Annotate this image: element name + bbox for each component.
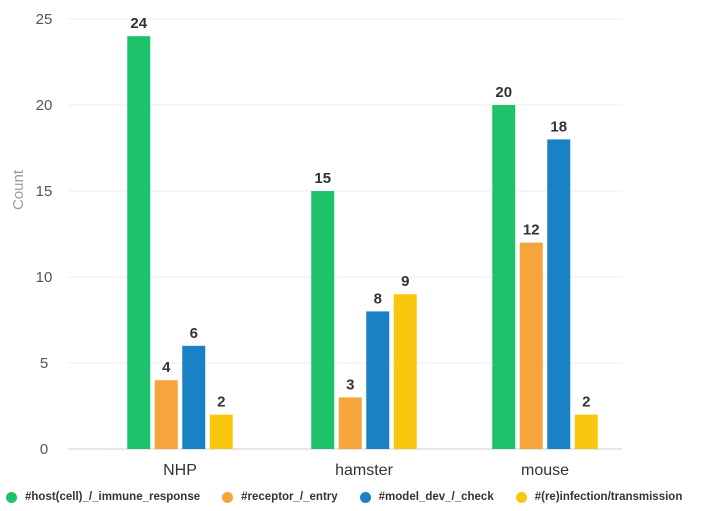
bar (127, 36, 151, 449)
bar (182, 345, 206, 449)
y-axis-label: Count (10, 169, 27, 210)
data-label: 15 (314, 170, 331, 187)
bar (574, 414, 598, 449)
y-axis-ticks: 0 5 10 15 20 25 (36, 11, 53, 458)
bar (547, 139, 571, 449)
y-tick-label: 25 (36, 11, 53, 28)
y-tick-label: 0 (40, 441, 48, 458)
data-label: 24 (130, 15, 147, 32)
legend-label: #model_dev_/_check (378, 491, 494, 503)
x-axis-categories: NHP hamster mouse (163, 462, 569, 479)
legend-item: #host(cell)_/_immune_response (6, 491, 200, 503)
y-tick-label: 15 (36, 183, 53, 200)
bar (154, 380, 178, 449)
legend-item: #receptor_/_entry (222, 491, 338, 503)
x-category-label: mouse (521, 462, 569, 479)
data-label: 6 (190, 325, 198, 342)
bar (492, 105, 516, 449)
data-label: 9 (401, 273, 409, 290)
data-label: 3 (346, 376, 354, 393)
y-tick-label: 10 (36, 269, 53, 286)
y-tick-label: 5 (40, 355, 48, 372)
data-label: 18 (550, 118, 567, 135)
legend-item: #(re)infection/transmission (515, 491, 683, 503)
legend-label: #receptor_/_entry (241, 491, 338, 503)
bar (338, 397, 362, 449)
legend-dot-icon (515, 491, 527, 503)
bar (366, 311, 390, 449)
bar (519, 242, 543, 449)
data-label: 20 (495, 84, 512, 101)
legend-label: #host(cell)_/_immune_response (25, 491, 201, 503)
legend-label: #(re)infection/transmission (534, 491, 683, 503)
bar (311, 191, 335, 449)
bars (127, 36, 598, 449)
data-label: 12 (523, 222, 540, 239)
data-label: 8 (374, 290, 382, 307)
x-category-label: NHP (163, 462, 197, 479)
legend-dot-icon (222, 491, 234, 503)
bar (209, 414, 233, 449)
data-label: 2 (217, 394, 225, 411)
legend: #host(cell)_/_immune_response #receptor_/… (6, 491, 714, 503)
y-tick-label: 20 (36, 97, 53, 114)
data-label: 4 (162, 359, 171, 376)
data-labels: 24 4 6 2 15 3 8 9 20 12 18 2 (130, 15, 590, 410)
data-label: 2 (582, 394, 590, 411)
legend-item: #model_dev_/_check (359, 491, 494, 503)
bar-chart: 0 5 10 15 20 25 Count 24 4 6 2 15 3 8 9 20 12 18 2 NHP ha… (10, 11, 622, 479)
x-category-label: hamster (335, 462, 393, 479)
legend-dot-icon (6, 491, 17, 503)
legend-dot-icon (359, 491, 371, 503)
bar (393, 294, 417, 449)
